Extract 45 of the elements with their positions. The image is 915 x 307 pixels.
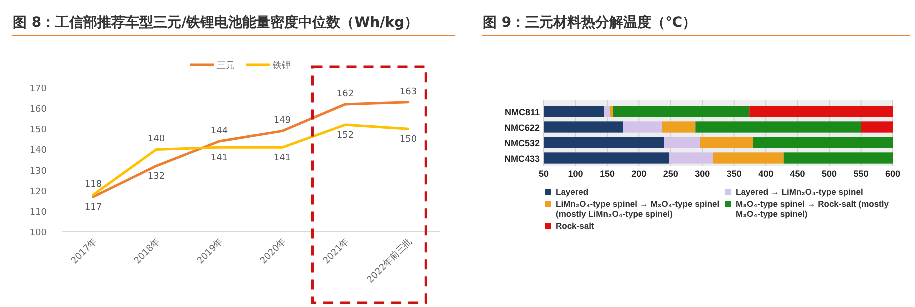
legend-label: 铁锂	[272, 60, 291, 72]
y-tick-label: NMC622	[504, 122, 540, 133]
legend-label: Layered	[556, 187, 589, 197]
chart-title: 图 9：三元材料热分解温度（℃）	[483, 14, 697, 31]
y-tick-label: 100	[30, 228, 48, 238]
x-tick-label: 250	[663, 169, 678, 179]
y-tick-label: NMC811	[504, 107, 540, 118]
y-tick-label: 150	[30, 126, 48, 136]
data-label: 141	[274, 154, 292, 164]
x-tick-label: 150	[600, 169, 615, 179]
x-tick-label: 300	[695, 169, 710, 179]
y-tick-label: NMC433	[504, 154, 540, 164]
x-tick-label: 200	[632, 169, 647, 179]
y-tick-label: 120	[30, 187, 48, 198]
data-label: 150	[400, 135, 418, 146]
data-label: 141	[210, 154, 228, 164]
data-label: 118	[84, 180, 102, 190]
data-label: 144	[210, 126, 228, 136]
data-label: 132	[148, 172, 166, 182]
y-tick-label: 170	[30, 84, 48, 94]
legend-label: LiMn₂O₄-type spinel → M₃O₄-type spinel (mostly LiMn₂O₄-type spinel)	[556, 199, 721, 219]
x-tick-label: 100	[568, 169, 584, 179]
y-tick-label: 140	[30, 146, 48, 156]
y-tick-label: 160	[30, 105, 48, 116]
x-tick-label: 450	[790, 169, 806, 179]
x-tick-label: 350	[726, 169, 742, 179]
y-tick-label: NMC532	[504, 138, 540, 148]
data-label: 117	[84, 203, 102, 214]
x-tick-label: 600	[885, 169, 901, 179]
chart-title: 图 8：工信部推荐车型三元/铁锂电池能量密度中位数（Wh/kg）	[13, 14, 419, 31]
x-tick-label: 550	[854, 169, 869, 179]
data-label: 162	[336, 89, 354, 100]
y-tick-label: 110	[30, 208, 48, 218]
data-label: 152	[336, 131, 354, 142]
data-label: 140	[148, 134, 166, 145]
legend-label: Layered → LiMn₂O₄-type spinel	[736, 187, 864, 197]
x-tick-label: 400	[758, 169, 774, 179]
data-label: 149	[274, 116, 292, 126]
x-tick-label: 50	[538, 169, 550, 179]
legend-label: M₃O₄-type spinel → Rock-salt (mostly M₃O₄-type spinel)	[736, 199, 890, 219]
legend-label: Rock-salt	[556, 221, 594, 231]
y-tick-label: 130	[30, 166, 48, 177]
x-tick-label: 500	[822, 169, 838, 179]
legend-label: 三元	[217, 60, 235, 72]
data-label: 163	[400, 87, 418, 98]
